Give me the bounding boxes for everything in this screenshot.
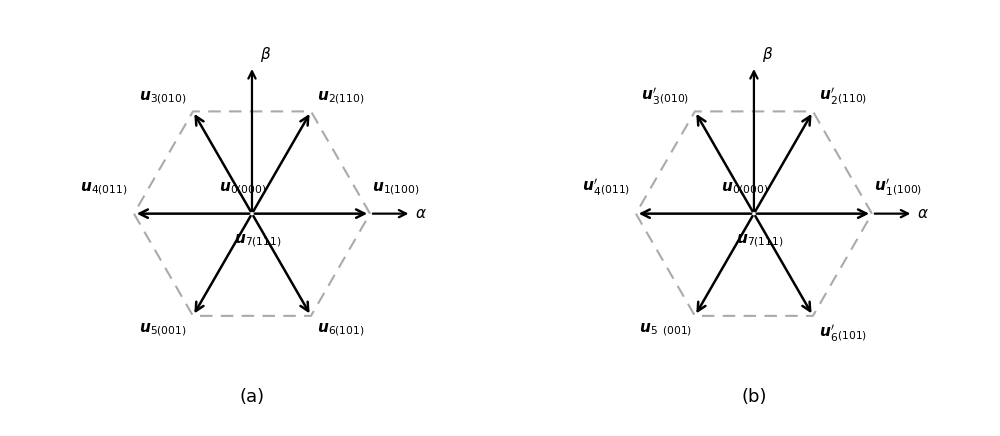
Text: $\boldsymbol{u}_{6(101)}$: $\boldsymbol{u}_{6(101)}$ <box>317 322 364 338</box>
Text: $\boldsymbol{u}_{7(111)}$: $\boldsymbol{u}_{7(111)}$ <box>736 232 784 249</box>
Text: $\boldsymbol{u}_{0(000)}$: $\boldsymbol{u}_{0(000)}$ <box>219 181 266 197</box>
Text: $\boldsymbol{u}_{3(010)}$: $\boldsymbol{u}_{3(010)}$ <box>139 89 187 106</box>
Text: (b): (b) <box>741 388 767 406</box>
Text: $\boldsymbol{u}_{6}'_{(101)}$: $\boldsymbol{u}_{6}'_{(101)}$ <box>819 322 867 343</box>
Text: $\boldsymbol{u}_{5(001)}$: $\boldsymbol{u}_{5(001)}$ <box>139 322 187 338</box>
Text: $\boldsymbol{u}_{1}'_{(100)}$: $\boldsymbol{u}_{1}'_{(100)}$ <box>874 176 923 197</box>
Text: $\beta$: $\beta$ <box>762 45 773 64</box>
Text: $\beta$: $\beta$ <box>260 45 272 64</box>
Text: $\alpha$: $\alpha$ <box>415 206 427 221</box>
Text: (a): (a) <box>239 388 265 406</box>
Text: $\boldsymbol{u}_{5}\ _{(001)}$: $\boldsymbol{u}_{5}\ _{(001)}$ <box>639 322 693 338</box>
Text: $\boldsymbol{u}_{0(000)}$: $\boldsymbol{u}_{0(000)}$ <box>721 181 768 197</box>
Text: $\boldsymbol{u}_{2}'_{(110)}$: $\boldsymbol{u}_{2}'_{(110)}$ <box>819 85 867 106</box>
Text: $\boldsymbol{u}_{4}'_{(011)}$: $\boldsymbol{u}_{4}'_{(011)}$ <box>582 176 630 197</box>
Text: $\boldsymbol{u}_{2(110)}$: $\boldsymbol{u}_{2(110)}$ <box>317 89 364 106</box>
Text: $\boldsymbol{u}_{4(011)}$: $\boldsymbol{u}_{4(011)}$ <box>80 181 128 197</box>
Text: $\alpha$: $\alpha$ <box>917 206 929 221</box>
Text: $\boldsymbol{u}_{3}'_{(010)}$: $\boldsymbol{u}_{3}'_{(010)}$ <box>641 85 689 106</box>
Text: $\boldsymbol{u}_{1(100)}$: $\boldsymbol{u}_{1(100)}$ <box>372 181 420 197</box>
Text: $\boldsymbol{u}_{7(111)}$: $\boldsymbol{u}_{7(111)}$ <box>234 232 282 249</box>
